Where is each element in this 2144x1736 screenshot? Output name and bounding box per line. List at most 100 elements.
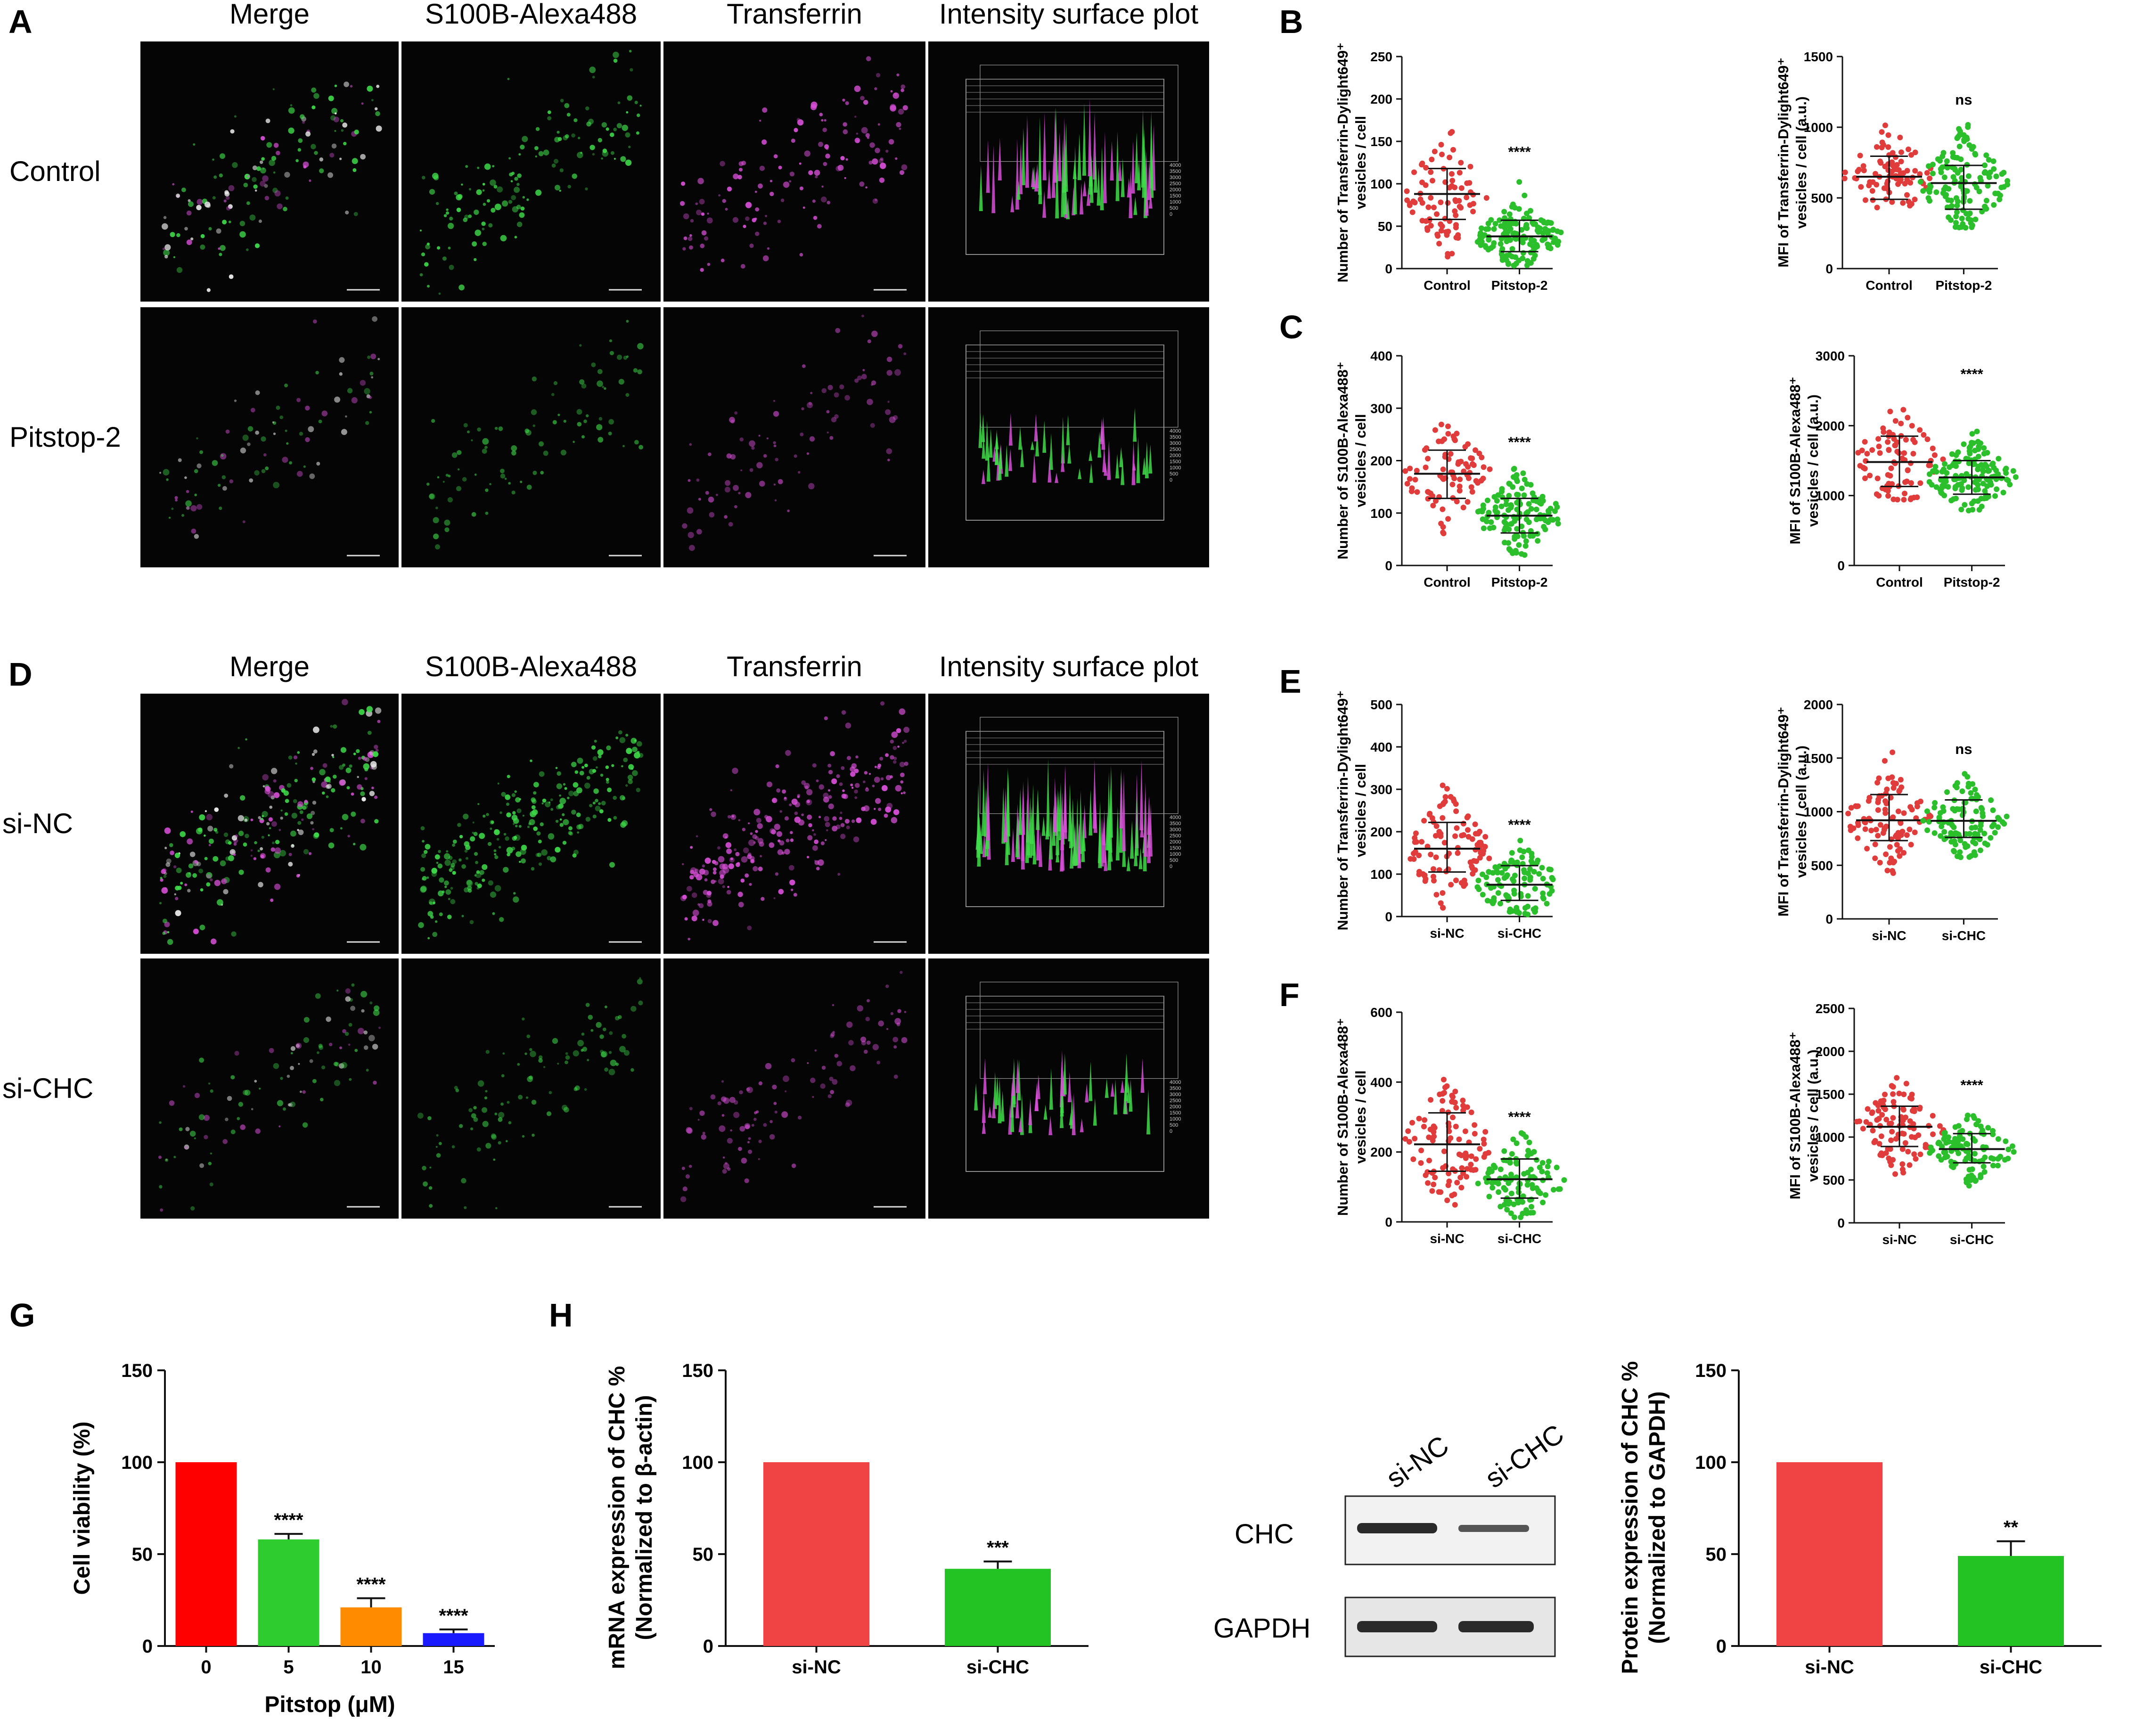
surface-spike xyxy=(1107,440,1111,480)
vesicle-dot xyxy=(343,142,347,146)
vesicle-dot xyxy=(853,836,859,843)
vesicle-dot xyxy=(808,483,815,490)
vesicle-dot xyxy=(749,883,752,886)
data-point xyxy=(1463,1155,1469,1161)
surface-spike xyxy=(1039,831,1043,867)
vesicle-dot xyxy=(533,782,539,787)
vesicle-dot xyxy=(740,878,745,883)
data-point xyxy=(1909,807,1915,813)
data-point xyxy=(1522,192,1528,198)
vesicle-dot xyxy=(463,813,469,820)
vesicle-dot xyxy=(513,896,519,903)
data-point xyxy=(1882,164,1888,170)
vesicle-dot xyxy=(830,1090,835,1094)
vesicle-dot xyxy=(210,878,213,882)
vesicle-dot xyxy=(284,812,288,816)
data-point xyxy=(1912,149,1918,156)
panel-letter-h: H xyxy=(549,1297,573,1334)
vesicle-dot xyxy=(602,1027,606,1032)
data-point xyxy=(1407,476,1413,482)
vesicle-dot xyxy=(563,819,569,826)
data-point xyxy=(1882,825,1888,831)
vesicle-dot xyxy=(271,821,277,827)
vesicle-dot xyxy=(712,860,716,864)
vesicle-dot xyxy=(272,421,274,424)
surface-spike xyxy=(979,164,983,212)
data-point xyxy=(1983,197,1989,204)
vesicle-dot xyxy=(261,818,263,820)
vesicle-dot xyxy=(589,66,596,74)
vesicle-dot xyxy=(426,242,430,246)
vesicle-dot xyxy=(437,246,441,250)
vesicle-dot xyxy=(214,807,219,812)
vesicle-dot xyxy=(845,722,851,729)
vesicle-dot xyxy=(889,416,896,423)
vesicle-dot xyxy=(318,419,322,424)
vesicle-dot xyxy=(476,1147,481,1152)
vesicle-dot xyxy=(508,157,511,160)
data-point xyxy=(1537,500,1543,506)
significance-label: **** xyxy=(1508,817,1531,833)
surface-spike xyxy=(988,1106,992,1118)
vesicle-dot xyxy=(228,855,234,861)
vesicle-dot xyxy=(812,199,816,203)
vesicle-dot xyxy=(186,490,189,493)
vesicle-dot xyxy=(273,482,279,489)
surface-spike xyxy=(1078,468,1082,479)
surface-spike xyxy=(1067,444,1072,464)
data-point xyxy=(1961,441,1967,447)
vesicle-dot xyxy=(539,771,545,777)
vesicle-dot xyxy=(488,223,493,228)
data-point xyxy=(1418,1147,1424,1154)
vesicle-dot xyxy=(709,808,712,811)
data-point xyxy=(1453,808,1459,814)
vesicle-dot xyxy=(699,199,705,205)
data-point xyxy=(1899,1130,1905,1137)
vesicle-dot xyxy=(262,774,269,781)
vesicle-dot xyxy=(506,812,511,818)
vesicle-dot xyxy=(436,1134,439,1137)
vesicle-dot xyxy=(856,139,860,143)
vesicle-dot xyxy=(623,757,628,762)
vesicle-dot xyxy=(574,770,579,774)
data-point xyxy=(1904,478,1910,484)
data-point xyxy=(2013,474,2019,480)
image-background xyxy=(401,41,661,302)
data-point xyxy=(1960,221,1966,227)
vesicle-dot xyxy=(899,170,905,175)
data-point xyxy=(1428,169,1434,175)
data-point xyxy=(1949,451,1955,457)
vesicle-dot xyxy=(339,765,344,770)
data-point xyxy=(1885,439,1891,445)
data-point xyxy=(1890,1084,1896,1090)
column-title: Merge xyxy=(229,0,310,30)
significance-label: **** xyxy=(274,1510,303,1531)
data-point xyxy=(1402,1136,1408,1142)
vesicle-dot xyxy=(371,376,374,379)
vesicle-dot xyxy=(692,909,699,916)
vesicle-dot xyxy=(310,821,314,825)
data-point xyxy=(1507,216,1514,222)
data-point xyxy=(1495,869,1501,876)
vesicle-dot xyxy=(500,1102,504,1106)
vesicle-dot xyxy=(681,181,686,186)
vesicle-dot xyxy=(836,1061,843,1066)
vesicle-dot xyxy=(903,791,906,794)
data-point xyxy=(1507,226,1514,232)
vesicle-dot xyxy=(482,183,485,186)
vesicle-dot xyxy=(450,863,455,868)
vesicle-dot xyxy=(459,835,463,839)
vesicle-dot xyxy=(562,1105,568,1111)
vesicle-dot xyxy=(188,872,191,875)
data-point xyxy=(1501,209,1507,215)
surface-spike xyxy=(1127,178,1131,198)
vesicle-dot xyxy=(268,817,273,822)
vesicle-dot xyxy=(779,810,782,813)
vesicle-dot xyxy=(420,886,426,893)
vesicle-dot xyxy=(598,417,603,421)
x-tick-label: si-NC xyxy=(1805,1657,1854,1678)
surface-spike xyxy=(1069,811,1073,848)
vesicle-dot xyxy=(850,1065,856,1072)
data-point xyxy=(1953,220,1959,226)
vesicle-dot xyxy=(468,188,472,191)
